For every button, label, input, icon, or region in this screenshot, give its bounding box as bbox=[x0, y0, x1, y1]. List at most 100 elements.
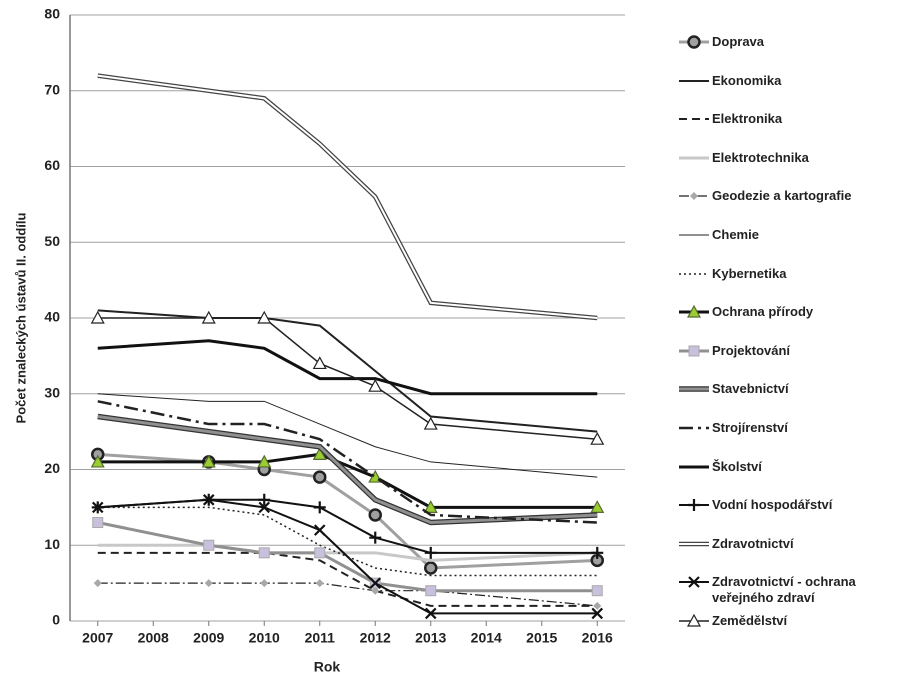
series-line bbox=[97, 400, 598, 524]
series-line bbox=[97, 393, 598, 478]
marker bbox=[686, 304, 702, 318]
x-tick-label: 2011 bbox=[305, 630, 336, 646]
legend-label: Vodní hospodářství bbox=[712, 497, 833, 513]
legend-item: Kybernetika bbox=[676, 266, 912, 282]
x-tick-label: 2007 bbox=[82, 630, 113, 646]
series-line bbox=[97, 551, 598, 607]
marker bbox=[368, 508, 382, 522]
legend-label: Stavebnictví bbox=[712, 381, 789, 397]
series-line bbox=[97, 339, 598, 396]
legend-item: Elektronika bbox=[676, 111, 912, 127]
legend-swatch bbox=[679, 426, 709, 430]
legend-label: Ochrana přírody bbox=[712, 304, 814, 320]
legend-swatch bbox=[679, 499, 709, 512]
series-line bbox=[97, 506, 598, 577]
marker bbox=[257, 454, 272, 468]
y-tick-label: 30 bbox=[44, 384, 60, 400]
legend-swatch bbox=[679, 576, 709, 589]
legend-item: Geodezie a kartografie bbox=[676, 188, 912, 204]
marker bbox=[204, 579, 213, 588]
marker bbox=[90, 310, 105, 324]
legend-label: Ekonomika bbox=[712, 72, 782, 88]
marker bbox=[258, 547, 270, 559]
legend-item: Zdravotnictví bbox=[676, 536, 912, 552]
line-outline bbox=[97, 73, 598, 321]
legend-label: Elektronika bbox=[712, 111, 783, 127]
marker bbox=[258, 501, 271, 514]
legend-swatch bbox=[679, 234, 709, 236]
marker bbox=[369, 577, 382, 589]
y-tick-label: 20 bbox=[44, 460, 60, 476]
legend-label: Školství bbox=[712, 458, 762, 474]
x-tick-label: 2010 bbox=[249, 630, 280, 646]
x-tick-label: 2013 bbox=[415, 630, 446, 646]
marker bbox=[312, 447, 327, 460]
marker bbox=[260, 579, 269, 588]
legend-item: Strojírenství bbox=[676, 420, 912, 436]
y-tick-label: 10 bbox=[44, 536, 60, 552]
marker bbox=[315, 579, 324, 588]
marker bbox=[91, 501, 104, 514]
marker bbox=[258, 493, 271, 506]
legend-swatch bbox=[679, 79, 709, 82]
legend-item: Ochrana přírody bbox=[676, 304, 912, 320]
marker bbox=[686, 613, 702, 627]
marker bbox=[423, 416, 438, 430]
legend-swatch bbox=[679, 386, 709, 393]
marker bbox=[201, 454, 216, 468]
legend-swatch bbox=[679, 304, 709, 318]
legend-item: Vodní hospodářství bbox=[676, 497, 912, 513]
legend-label: Zdravotnictví bbox=[712, 535, 794, 551]
marker bbox=[368, 378, 383, 392]
marker bbox=[369, 531, 382, 544]
legend-item: Zdravotnictví - ochrana veřejného zdraví bbox=[676, 574, 912, 606]
marker bbox=[688, 345, 700, 357]
marker bbox=[313, 501, 326, 514]
marker bbox=[690, 192, 698, 201]
legend-item: Doprava bbox=[676, 34, 912, 50]
y-tick-label: 80 bbox=[44, 6, 60, 22]
marker bbox=[688, 576, 700, 589]
y-tick-label: 60 bbox=[44, 157, 60, 173]
legend-label: Elektrotechnika bbox=[712, 149, 809, 165]
legend-item: Stavebnictví bbox=[676, 381, 912, 397]
marker bbox=[593, 601, 602, 610]
legend-label: Doprava bbox=[712, 34, 765, 49]
legend-item: Školství bbox=[676, 459, 912, 475]
legend-label: Zemědělství bbox=[712, 613, 788, 628]
marker bbox=[687, 35, 701, 49]
marker bbox=[591, 607, 604, 620]
marker bbox=[591, 546, 604, 559]
x-tick-label: 2016 bbox=[582, 630, 613, 646]
legend-label: Geodezie a kartografie bbox=[712, 188, 852, 204]
x-tick-label: 2014 bbox=[471, 630, 502, 646]
x-tick-label: 2015 bbox=[526, 630, 557, 646]
y-tick-label: 70 bbox=[44, 81, 60, 97]
marker bbox=[591, 585, 603, 597]
x-tick-label: 2012 bbox=[360, 630, 391, 646]
legend-label: Strojírenství bbox=[712, 420, 788, 435]
legend-swatch bbox=[679, 345, 709, 357]
legend-swatch bbox=[679, 465, 709, 469]
marker bbox=[257, 310, 272, 324]
legend-swatch bbox=[679, 272, 709, 275]
marker bbox=[90, 454, 105, 468]
legend-swatch bbox=[679, 118, 709, 121]
marker bbox=[688, 499, 700, 512]
y-tick-label: 40 bbox=[44, 309, 60, 325]
legend-swatch bbox=[679, 541, 709, 547]
legend-swatch bbox=[679, 35, 709, 49]
y-axis-label: Počet znaleckých ústavů II. oddílu bbox=[13, 212, 28, 423]
legend-item: Chemie bbox=[676, 227, 912, 243]
marker bbox=[312, 356, 327, 370]
marker bbox=[590, 500, 605, 513]
marker bbox=[313, 524, 326, 536]
legend-label: Chemie bbox=[712, 227, 759, 242]
marker bbox=[201, 310, 216, 324]
legend-swatch bbox=[679, 156, 709, 160]
chart: Počet znaleckých ústavů II. oddílu Rok 0… bbox=[13, 6, 625, 675]
y-tick-label: 0 bbox=[52, 612, 60, 628]
marker bbox=[424, 561, 438, 575]
x-tick-label: 2008 bbox=[138, 630, 169, 646]
